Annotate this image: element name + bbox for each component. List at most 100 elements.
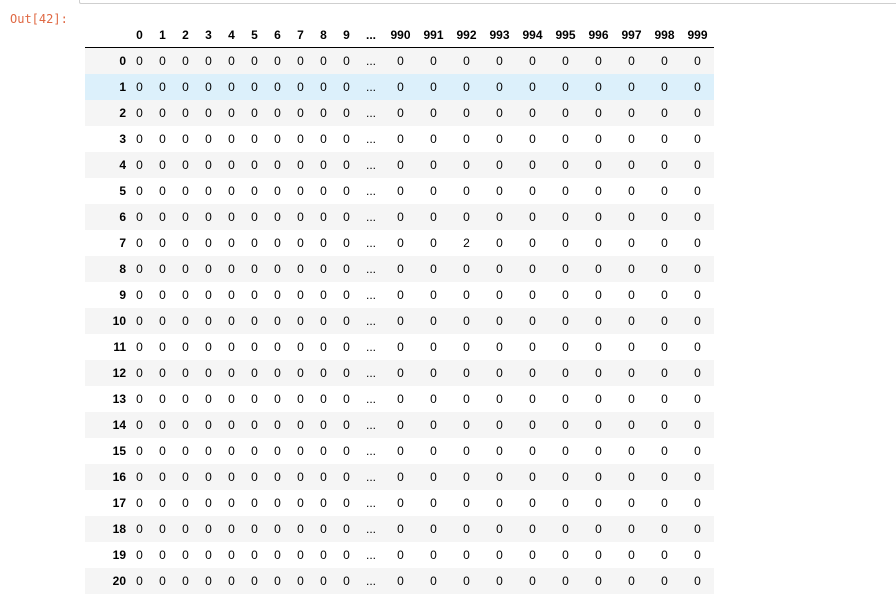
table-cell: 0 (312, 256, 335, 282)
table-cell: 0 (151, 178, 174, 204)
table-cell: 0 (243, 438, 266, 464)
table-cell: 0 (483, 490, 516, 516)
table-cell: 0 (289, 152, 312, 178)
table-cell: 0 (648, 360, 681, 386)
table-cell: 0 (266, 126, 289, 152)
table-cell: 0 (335, 204, 358, 230)
table-cell: 0 (648, 126, 681, 152)
table-cell: 0 (289, 334, 312, 360)
table-cell: 0 (417, 490, 450, 516)
table-cell: 0 (417, 386, 450, 412)
table-cell: 0 (648, 490, 681, 516)
previous-cell-input-edge[interactable] (79, 0, 896, 4)
table-cell: 0 (648, 516, 681, 542)
table-cell: 0 (615, 490, 648, 516)
column-header: 3 (197, 23, 220, 48)
table-cell: 0 (384, 516, 417, 542)
ellipsis-cell: ... (358, 464, 384, 490)
table-cell: 0 (289, 568, 312, 594)
table-cell: 0 (450, 204, 483, 230)
table-cell: 0 (220, 74, 243, 100)
table-cell: 0 (151, 464, 174, 490)
table-cell: 0 (681, 282, 714, 308)
table-cell: 0 (384, 438, 417, 464)
row-index-label: 13 (85, 386, 128, 412)
table-cell: 0 (615, 74, 648, 100)
table-cell: 0 (312, 464, 335, 490)
table-cell: 0 (174, 204, 197, 230)
table-cell: 0 (128, 308, 151, 334)
table-cell: 0 (289, 490, 312, 516)
table-cell: 0 (243, 152, 266, 178)
table-cell: 0 (681, 178, 714, 204)
table-cell: 0 (312, 542, 335, 568)
table-cell: 0 (312, 178, 335, 204)
ellipsis-cell: ... (358, 542, 384, 568)
table-cell: 0 (174, 126, 197, 152)
table-cell: 0 (516, 334, 549, 360)
table-cell: 0 (312, 100, 335, 126)
table-cell: 0 (549, 490, 582, 516)
table-cell: 0 (174, 334, 197, 360)
table-cell: 0 (450, 490, 483, 516)
table-cell: 0 (450, 568, 483, 594)
table-cell: 0 (417, 204, 450, 230)
table-cell: 0 (483, 74, 516, 100)
table-cell: 0 (174, 438, 197, 464)
table-cell: 0 (174, 568, 197, 594)
table-cell: 0 (582, 100, 615, 126)
table-cell: 0 (483, 100, 516, 126)
table-cell: 0 (220, 490, 243, 516)
table-cell: 0 (243, 386, 266, 412)
table-cell: 0 (289, 100, 312, 126)
table-cell: 0 (516, 74, 549, 100)
table-cell: 0 (582, 74, 615, 100)
ellipsis-cell: ... (358, 178, 384, 204)
row-index-label: 1 (85, 74, 128, 100)
table-cell: 0 (174, 542, 197, 568)
table-cell: 0 (174, 490, 197, 516)
table-cell: 0 (549, 152, 582, 178)
table-cell: 0 (197, 126, 220, 152)
table-cell: 0 (289, 464, 312, 490)
ellipsis-cell: ... (358, 74, 384, 100)
table-cell: 0 (681, 230, 714, 256)
row-index-label: 17 (85, 490, 128, 516)
ellipsis-cell: ... (358, 386, 384, 412)
ellipsis-cell: ... (358, 256, 384, 282)
column-header: 992 (450, 23, 483, 48)
table-cell: 0 (289, 74, 312, 100)
table-cell: 0 (197, 490, 220, 516)
table-cell: 0 (615, 464, 648, 490)
table-cell: 0 (243, 308, 266, 334)
row-index-label: 16 (85, 464, 128, 490)
table-cell: 0 (681, 256, 714, 282)
row-index-label: 3 (85, 126, 128, 152)
table-cell: 0 (648, 438, 681, 464)
table-cell: 0 (681, 386, 714, 412)
